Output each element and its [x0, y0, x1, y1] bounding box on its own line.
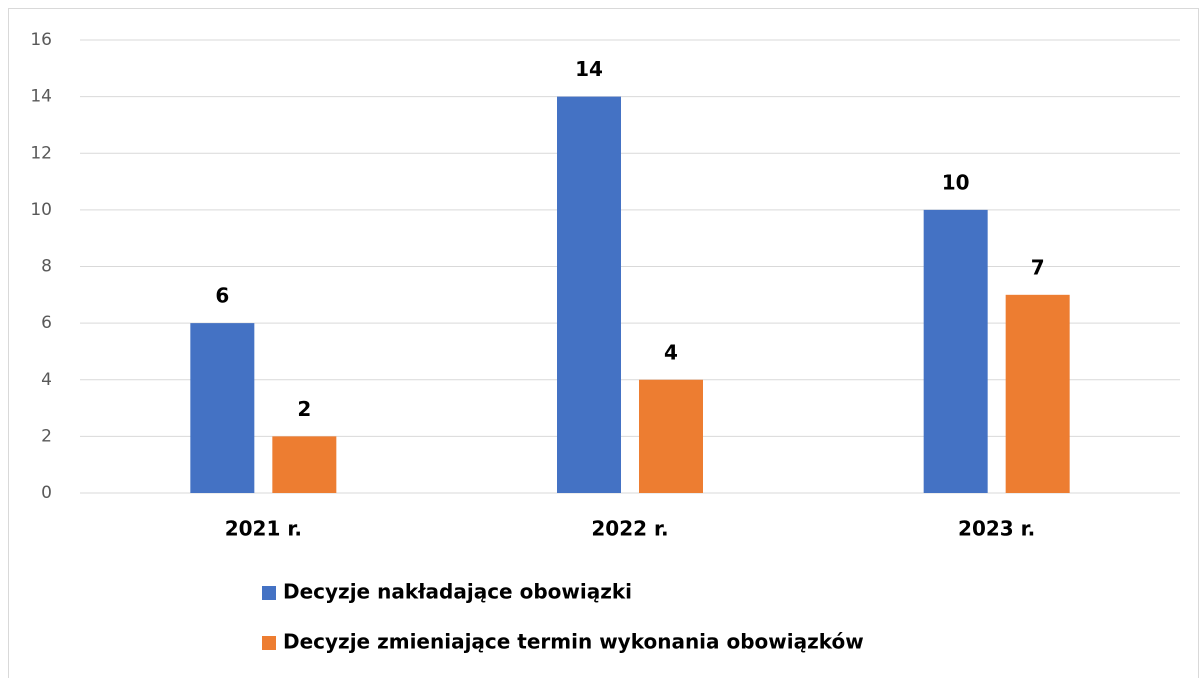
- legend-swatch: [262, 586, 276, 600]
- data-label: 14: [575, 57, 603, 81]
- y-tick-label: 0: [41, 483, 52, 503]
- bar: [272, 436, 337, 493]
- bar: [557, 96, 621, 493]
- x-tick-label: 2022 r.: [591, 517, 668, 541]
- legend-swatch: [262, 636, 276, 650]
- y-tick-label: 16: [30, 30, 52, 50]
- y-tick-label: 10: [30, 200, 52, 220]
- data-label: 7: [1031, 255, 1045, 279]
- x-tick-label: 2021 r.: [225, 517, 302, 541]
- y-tick-label: 2: [41, 426, 52, 446]
- bar: [923, 209, 988, 493]
- y-tick-label: 14: [30, 87, 52, 107]
- bar: [1005, 294, 1070, 493]
- y-tick-label: 12: [30, 143, 52, 163]
- y-tick-label: 8: [41, 257, 52, 277]
- bar: [639, 379, 703, 493]
- data-label: 2: [297, 397, 311, 421]
- bar: [190, 323, 255, 493]
- data-label: 4: [664, 340, 678, 364]
- x-tick-label: 2023 r.: [958, 517, 1035, 541]
- data-label: 6: [215, 284, 229, 308]
- y-tick-label: 6: [41, 313, 52, 333]
- data-label: 10: [942, 170, 970, 194]
- y-tick-label: 4: [41, 370, 52, 390]
- legend-label: Decyzje nakładające obowiązki: [283, 580, 632, 604]
- legend-label: Decyzje zmieniające termin wykonania obo…: [283, 630, 864, 654]
